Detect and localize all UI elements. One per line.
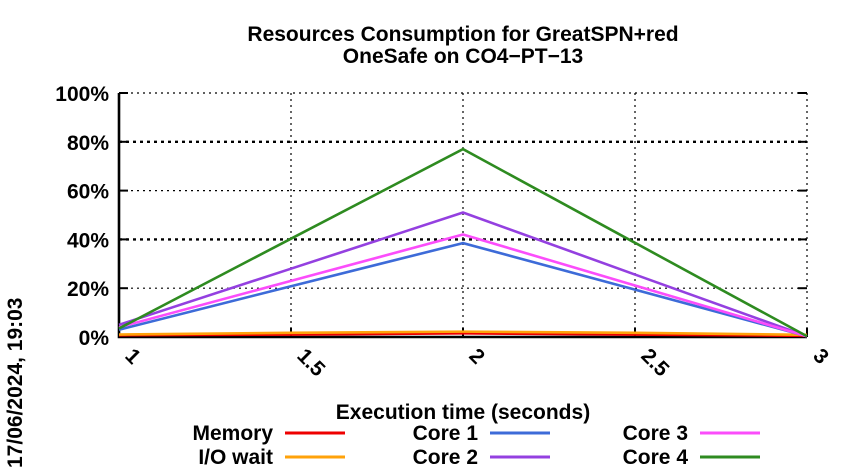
x-tick-label: 1 <box>120 344 145 369</box>
x-axis-title: Execution time (seconds) <box>336 401 590 424</box>
y-tick-label: 60% <box>67 181 109 204</box>
series-line-core-2 <box>118 211 808 338</box>
chart-title: Resources Consumption for GreatSPN+red O… <box>247 23 678 68</box>
legend-label-io-wait: I/O wait <box>198 446 273 469</box>
y-tick-label: 0% <box>79 327 110 350</box>
y-tick-label: 20% <box>67 278 109 301</box>
series-line-core-1 <box>118 241 808 338</box>
x-tick-label: 3 <box>808 344 833 369</box>
y-axis-labels: 0% 20% 40% 60% 80% 100% <box>55 83 109 350</box>
legend: Memory I/O wait Core 1 Core 2 Core 3 Cor… <box>192 422 760 469</box>
legend-label-core-4: Core 4 <box>623 446 689 469</box>
x-tick-label: 2.5 <box>636 344 673 381</box>
legend-label-core-1: Core 1 <box>413 422 479 445</box>
series-line-memory <box>118 332 808 338</box>
chart-title-line1: Resources Consumption for GreatSPN+red <box>247 23 678 46</box>
legend-label-core-2: Core 2 <box>413 446 478 469</box>
series-lines <box>118 147 808 338</box>
series-line-core-4 <box>118 147 808 338</box>
chart-title-line2: OneSafe on CO4−PT−13 <box>343 45 583 68</box>
x-tick-label: 1.5 <box>292 344 329 381</box>
gridlines <box>119 92 808 337</box>
x-tick-label: 2 <box>464 344 489 369</box>
x-axis-labels: 1 1.5 2 2.5 3 <box>120 344 833 381</box>
datestamp: 17/06/2024, 19:03 <box>4 298 27 468</box>
y-tick-label: 100% <box>55 83 109 106</box>
y-tick-label: 80% <box>67 132 109 155</box>
axis-border <box>117 93 807 339</box>
series-line-core-3 <box>118 233 808 338</box>
series-line-i-o-wait <box>118 330 808 337</box>
legend-label-core-3: Core 3 <box>623 422 688 445</box>
y-tick-label: 40% <box>67 229 109 252</box>
legend-label-memory: Memory <box>192 422 273 445</box>
